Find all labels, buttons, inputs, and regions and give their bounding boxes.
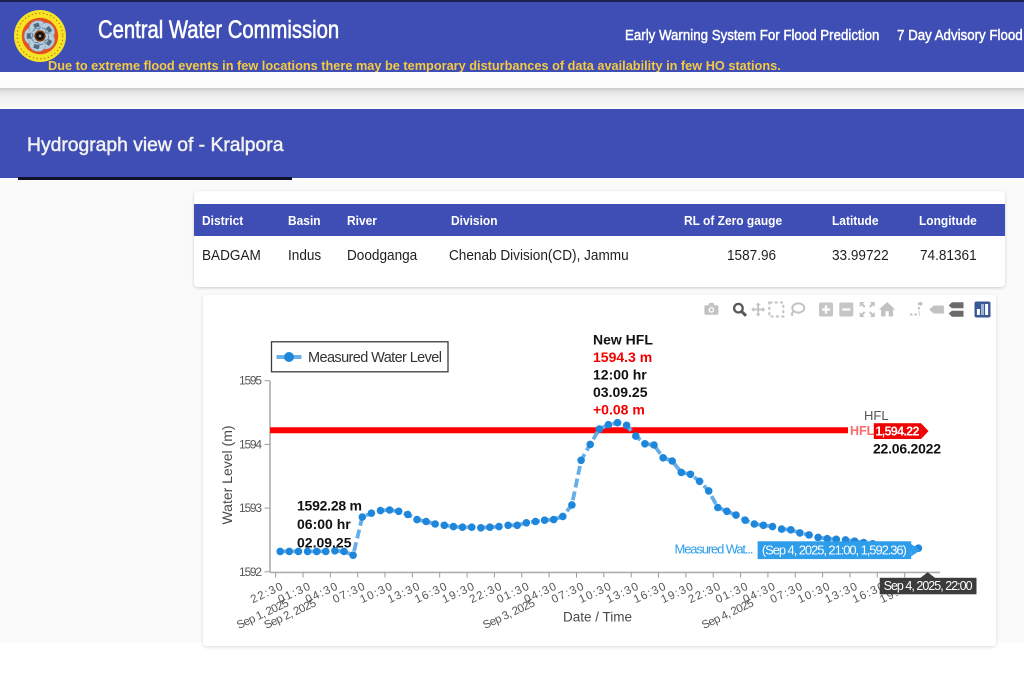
svg-text:06:00 hr: 06:00 hr <box>297 516 351 532</box>
svg-text:1,594.22: 1,594.22 <box>875 425 919 439</box>
svg-text:1592: 1592 <box>239 565 262 579</box>
svg-text:HFL: HFL <box>864 408 889 423</box>
svg-text:(Sep 4, 2025, 21:00, 1,592.36): (Sep 4, 2025, 21:00, 1,592.36) <box>762 543 907 558</box>
svg-text:12:00 hr: 12:00 hr <box>593 367 647 383</box>
svg-text:1592.28 m: 1592.28 m <box>297 498 362 514</box>
svg-text:22.06.2022: 22.06.2022 <box>873 441 941 457</box>
svg-text:1594.3 m: 1594.3 m <box>593 349 652 365</box>
svg-text:1593: 1593 <box>239 501 262 515</box>
svg-text:+0.08 m: +0.08 m <box>593 402 645 418</box>
svg-text:Water Level (m): Water Level (m) <box>219 425 235 524</box>
svg-text:HFL: HFL <box>850 424 875 438</box>
svg-text:1594: 1594 <box>239 437 262 451</box>
svg-text:New HFL: New HFL <box>593 332 653 348</box>
svg-text:1595: 1595 <box>239 374 262 388</box>
svg-text:Date / Time: Date / Time <box>563 610 632 625</box>
svg-text:Sep 4, 2025, 22:00: Sep 4, 2025, 22:00 <box>884 579 973 593</box>
svg-text:Measured Wat...: Measured Wat... <box>675 542 754 557</box>
svg-text:Measured Water Level: Measured Water Level <box>308 350 442 366</box>
svg-text:02.09.25: 02.09.25 <box>297 535 352 551</box>
svg-text:03.09.25: 03.09.25 <box>593 384 648 400</box>
